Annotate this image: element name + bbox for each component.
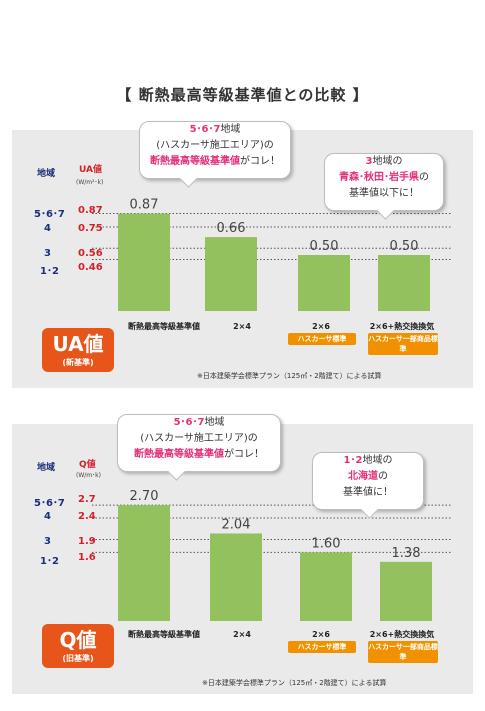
ua-comparison-panel: 0.87 0.66 0.50 0.50 地域 UA値 (W/m²･k) 5･6･7 0… xyxy=(12,121,473,388)
bubble-text: 基準値に！ xyxy=(343,487,393,498)
ua-bar-chart: 0.87 0.66 0.50 0.50 xyxy=(92,198,452,311)
region-label: 5･6･7 xyxy=(34,209,65,220)
region-label: 4 xyxy=(44,511,51,522)
bar-value-label: 1.60 xyxy=(312,536,341,551)
region-header: 地域 xyxy=(37,169,56,179)
bubble-text: がコレ！ xyxy=(240,156,280,167)
ua-value-header: UA値 xyxy=(79,165,102,175)
standard-tag: ハスカーサ標準 xyxy=(288,333,356,345)
bar xyxy=(300,552,352,621)
region-label: 1･2 xyxy=(40,266,59,277)
bar-value-label: 2.04 xyxy=(222,517,251,532)
ua-unit: (W/m²･k) xyxy=(76,179,104,186)
region-value: 2.7 xyxy=(78,494,96,505)
bubble-text: 地域 xyxy=(204,417,225,428)
category-label: 2×6 xyxy=(312,630,330,639)
bubble-highlight: 断熱最高等級基準値 xyxy=(134,449,224,460)
bubble-text: の xyxy=(378,471,388,482)
bubble-text: がコレ！ xyxy=(224,449,264,460)
region-value: 1.9 xyxy=(78,536,96,547)
category-label: 2×6+熱交換換気 xyxy=(369,322,435,331)
footnote: ※日本建築学会標準プラン（125㎡・2階建て）による試算 xyxy=(202,679,387,687)
badge-title: UA値 xyxy=(52,332,104,356)
region-value: 2.4 xyxy=(78,511,96,522)
bar-value-label: 1.38 xyxy=(392,546,421,561)
ua-badge: UA値 (新基準) xyxy=(42,328,114,372)
bubble-region: 1･2 xyxy=(343,455,363,466)
page-title: 【 断熱最高等級基準値との比較 】 xyxy=(116,86,369,104)
region-value: 0.56 xyxy=(78,248,103,259)
region-value: 0.46 xyxy=(78,262,103,273)
bubble-highlight: 青森･秋田･岩手県 xyxy=(339,172,419,183)
speech-bubble-region: 1･2地域の 北海道の 基準値に！ xyxy=(312,452,424,519)
region-value: 0.87 xyxy=(78,205,103,216)
bar-value-label: 2.70 xyxy=(130,489,159,504)
region-label: 1･2 xyxy=(40,556,59,567)
bubble-region: 5･6･7 xyxy=(173,417,205,428)
bubble-text: 地域 xyxy=(220,124,241,135)
badge-subtitle: (新基準) xyxy=(62,358,94,367)
bar xyxy=(118,505,170,621)
bar xyxy=(378,255,430,311)
bubble-text: の xyxy=(419,172,429,183)
q-value-header: Q値 xyxy=(79,460,96,470)
category-label: 断熱最高等級基準値 xyxy=(128,630,200,639)
category-label: 2×6 xyxy=(312,322,330,331)
bar xyxy=(205,237,257,311)
region-value: 0.75 xyxy=(78,223,103,234)
bar xyxy=(298,255,350,311)
partial-standard-tag: ハスカーサ一部商品標準 xyxy=(368,641,438,663)
bubble-highlight: 北海道 xyxy=(348,471,378,482)
q-unit: (W/m･k) xyxy=(76,472,101,479)
bar-value-label: 0.50 xyxy=(310,239,339,254)
standard-tag: ハスカーサ標準 xyxy=(288,641,356,653)
bar xyxy=(380,561,432,621)
bar xyxy=(118,213,170,311)
region-label: 4 xyxy=(44,223,51,234)
footnote: ※日本建築学会標準プラン（125㎡・2階建て）による試算 xyxy=(197,372,382,380)
speech-bubble-standard: 5･6･7地域 (ハスカーサ施工エリア)の 断熱最高等級基準値がコレ！ xyxy=(139,121,291,188)
category-label: 2×4 xyxy=(233,630,251,639)
region-label: 3 xyxy=(44,248,51,259)
badge-title: Q値 xyxy=(59,628,97,652)
region-label: 5･6･7 xyxy=(34,498,65,509)
category-label: 2×4 xyxy=(233,322,251,331)
category-label: 断熱最高等級基準値 xyxy=(128,322,200,331)
partial-standard-tag: ハスカーサ一部商品標準 xyxy=(368,333,438,355)
speech-bubble-standard: 5･6･7地域 (ハスカーサ施工エリア)の 断熱最高等級基準値がコレ！ xyxy=(117,414,281,481)
region-header: 地域 xyxy=(37,463,56,473)
bubble-text: (ハスカーサ施工エリア)の xyxy=(156,140,274,151)
bar-value-label: 0.50 xyxy=(390,239,419,254)
bar xyxy=(210,533,262,621)
bubble-text: 地域の xyxy=(372,156,403,167)
speech-bubble-region: 3地域の 青森･秋田･岩手県の 基準値以下に！ xyxy=(324,153,444,220)
bubble-region: 3 xyxy=(365,156,373,167)
bubble-text: 基準値以下に！ xyxy=(349,188,419,199)
bar-value-label: 0.87 xyxy=(130,198,159,213)
region-label: 3 xyxy=(44,536,51,547)
q-bar-chart: 2.70 2.04 1.60 1.38 xyxy=(92,489,452,621)
bubble-text: 地域の xyxy=(362,455,393,466)
category-label: 2×6+熱交換換気 xyxy=(369,630,435,639)
q-badge: Q値 (旧基準) xyxy=(42,624,114,668)
q-comparison-panel: 2.70 2.04 1.60 1.38 地域 Q値 (W/m･k) 5･6･7 2.7… xyxy=(12,414,473,694)
bubble-region: 5･6･7 xyxy=(189,124,221,135)
bubble-highlight: 断熱最高等級基準値 xyxy=(150,156,240,167)
region-value: 1.6 xyxy=(78,552,96,563)
bubble-text: (ハスカーサ施工エリア)の xyxy=(140,433,258,444)
badge-subtitle: (旧基準) xyxy=(62,654,94,663)
bar-value-label: 0.66 xyxy=(217,221,246,236)
